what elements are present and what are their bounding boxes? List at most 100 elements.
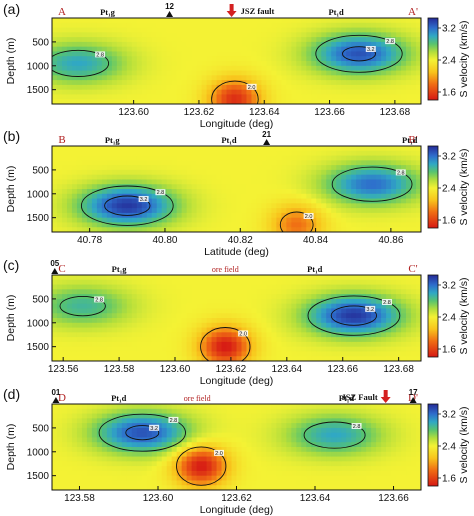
velocity-cell: [226, 356, 233, 361]
velocity-cell: [131, 442, 138, 448]
velocity-cell: [406, 165, 412, 171]
velocity-cell: [366, 217, 372, 224]
velocity-cell: [52, 423, 58, 429]
velocity-cell: [171, 203, 178, 209]
velocity-cell: [251, 332, 258, 338]
velocity-cell: [221, 461, 228, 467]
contour-line: [211, 80, 259, 104]
velocity-cell: [251, 227, 258, 232]
x-tick-label: 123.56: [48, 364, 79, 375]
velocity-cell: [111, 208, 118, 214]
velocity-cell: [121, 203, 128, 209]
velocity-cell: [271, 150, 277, 157]
velocity-cell: [346, 298, 352, 305]
velocity-cell: [61, 179, 68, 185]
velocity-cell: [56, 470, 63, 477]
velocity-cell: [341, 61, 347, 67]
velocity-cell: [141, 461, 148, 467]
velocity-cell: [276, 56, 282, 62]
velocity-cell: [56, 155, 63, 161]
velocity-cell: [416, 337, 421, 343]
velocity-cell: [171, 212, 178, 219]
velocity-cell: [366, 155, 372, 161]
velocity-cell: [181, 289, 188, 295]
velocity-cell: [156, 337, 163, 343]
velocity-cell: [271, 447, 277, 453]
velocity-cell: [221, 179, 228, 185]
velocity-cell: [226, 275, 233, 281]
velocity-cell: [346, 227, 352, 232]
velocity-cell: [231, 184, 238, 190]
velocity-cell: [376, 318, 382, 324]
velocity-cell: [241, 466, 248, 472]
velocity-cell: [416, 284, 421, 290]
velocity-cell: [356, 294, 362, 300]
velocity-cell: [106, 437, 113, 443]
velocity-cell: [271, 313, 277, 319]
velocity-cell: [76, 150, 83, 157]
velocity-cell: [76, 56, 83, 62]
velocity-cell: [161, 70, 168, 76]
velocity-cell: [266, 165, 273, 171]
velocity-cell: [76, 193, 83, 200]
velocity-cell: [91, 418, 98, 424]
velocity-cell: [111, 466, 118, 472]
velocity-cell: [196, 61, 203, 67]
velocity-cell: [181, 84, 188, 91]
velocity-cell: [236, 193, 243, 200]
velocity-cell: [281, 346, 287, 353]
velocity-cell: [321, 56, 327, 62]
velocity-cell: [76, 165, 83, 171]
velocity-cell: [181, 284, 188, 290]
velocity-cell: [346, 32, 352, 38]
velocity-cell: [386, 222, 392, 228]
velocity-cell: [331, 155, 337, 161]
velocity-cell: [166, 294, 173, 300]
velocity-cell: [71, 466, 78, 472]
velocity-cell: [246, 423, 253, 429]
velocity-cell: [296, 22, 302, 29]
velocity-cell: [101, 56, 108, 62]
velocity-cell: [101, 337, 108, 343]
velocity-cell: [286, 284, 292, 290]
colorbar-tick-label: 3.2: [442, 281, 456, 292]
velocity-cell: [121, 84, 128, 91]
velocity-cell: [186, 470, 193, 477]
velocity-cell: [96, 89, 103, 96]
velocity-cell: [261, 308, 268, 314]
velocity-cell: [161, 222, 168, 228]
velocity-cell: [276, 169, 282, 176]
velocity-cell: [186, 332, 193, 338]
velocity-cell: [366, 193, 372, 200]
velocity-cell: [246, 408, 253, 415]
velocity-cell: [301, 179, 307, 185]
velocity-cell: [116, 404, 123, 410]
velocity-cell: [91, 470, 98, 477]
velocity-cell: [76, 289, 83, 295]
velocity-cell: [206, 22, 213, 29]
velocity-cell: [56, 289, 63, 295]
velocity-cell: [186, 313, 193, 319]
velocity-cell: [91, 313, 98, 319]
velocity-cell: [366, 94, 372, 100]
velocity-cell: [66, 470, 73, 477]
velocity-cell: [221, 408, 228, 415]
velocity-cell: [116, 275, 123, 281]
station-triangle: [263, 139, 271, 145]
velocity-cell: [266, 18, 273, 24]
velocity-cell: [52, 418, 58, 424]
velocity-cell: [206, 203, 213, 209]
velocity-cell: [126, 442, 133, 448]
velocity-cell: [181, 51, 188, 57]
velocity-cell: [361, 89, 367, 96]
velocity-cell: [381, 51, 387, 57]
velocity-cell: [266, 198, 273, 204]
velocity-cell: [386, 51, 392, 57]
velocity-cell: [111, 423, 118, 429]
velocity-cell: [171, 70, 178, 76]
velocity-cell: [111, 198, 118, 204]
velocity-cell: [271, 322, 277, 329]
velocity-cell: [356, 41, 362, 48]
velocity-cell: [131, 65, 138, 72]
velocity-cell: [261, 208, 268, 214]
